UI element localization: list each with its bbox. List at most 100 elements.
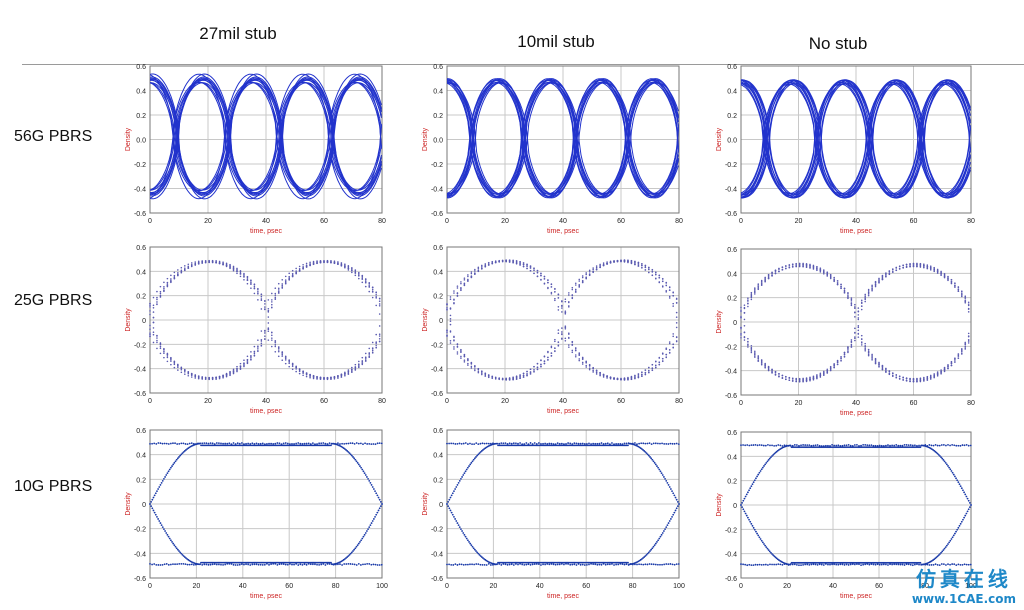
eye-sample: [515, 261, 518, 264]
y-axis-label: Density: [422, 127, 429, 151]
eye-sample: [322, 442, 325, 444]
eye-sample: [967, 340, 970, 342]
eye-sample: [298, 370, 301, 372]
eye-sample: [893, 444, 896, 447]
eye-sample: [947, 367, 949, 369]
eye-sample: [836, 363, 839, 366]
eye-sample: [544, 563, 547, 566]
eye-sample: [363, 533, 366, 536]
eye-sample: [349, 442, 352, 445]
eye-sample: [554, 297, 556, 300]
eye-sample: [446, 308, 448, 310]
x-tick-label: 80: [921, 583, 929, 590]
eye-sample: [471, 443, 473, 446]
eye-sample: [905, 379, 908, 382]
eye-sample: [943, 460, 946, 463]
eye-sample: [473, 457, 476, 460]
eye-sample: [470, 272, 473, 275]
eye-sample: [940, 444, 943, 446]
eye-sample: [351, 366, 353, 369]
eye-sample: [954, 361, 956, 363]
eye-sample: [907, 444, 910, 447]
eye-sample: [156, 339, 158, 342]
eye-sample: [184, 563, 187, 566]
eye-sample: [166, 285, 169, 288]
eye-sample: [198, 442, 201, 445]
eye-sample: [158, 520, 161, 522]
eye-sample: [571, 340, 574, 343]
eye-sample: [895, 444, 898, 446]
eye-sample: [638, 563, 640, 566]
eye-sample: [276, 564, 279, 566]
eye-sample: [261, 563, 264, 566]
eye-sample: [468, 541, 470, 543]
eye-sample: [804, 444, 807, 446]
eye-sample: [667, 563, 670, 566]
eye-sample: [347, 269, 350, 271]
eye-sample: [182, 563, 185, 565]
eye-sample: [754, 293, 756, 295]
eye-sample: [370, 484, 373, 486]
eye-sample: [550, 355, 553, 357]
eye-sample: [936, 269, 939, 272]
eye-sample: [152, 341, 155, 344]
eye-sample: [449, 342, 452, 344]
eye-sample: [771, 553, 773, 555]
eye-sample: [585, 272, 587, 274]
eye-sample: [856, 443, 858, 446]
eye-sample: [663, 530, 665, 532]
eye-sample: [348, 553, 351, 556]
y-tick-label: -0.2: [725, 344, 737, 351]
eye-sample: [965, 443, 968, 446]
eye-trace: [149, 79, 382, 193]
eye-sample: [160, 481, 163, 484]
eye-sample: [564, 337, 567, 340]
eye-sample: [767, 459, 770, 461]
eye-trace: [446, 82, 679, 195]
eye-sample: [533, 365, 535, 368]
eye-sample: [243, 563, 245, 566]
eye-sample: [232, 269, 235, 272]
eye-sample: [173, 366, 176, 369]
eye-sample: [557, 296, 560, 299]
eye-sample: [952, 473, 955, 476]
eye-sample: [371, 288, 374, 291]
eye-sample: [923, 378, 925, 381]
eye-sample: [462, 442, 465, 445]
eye-sample: [954, 285, 956, 288]
eye-sample: [893, 563, 896, 566]
eye-sample: [267, 311, 270, 313]
eye-sample: [623, 259, 626, 261]
eye-sample: [375, 341, 377, 343]
eye-sample: [561, 307, 563, 309]
eye-sample: [463, 355, 466, 357]
eye-sample: [814, 444, 817, 447]
eye-sample: [371, 286, 374, 289]
eye-sample: [816, 563, 819, 566]
eye-sample: [970, 504, 972, 506]
eye-sample: [658, 363, 661, 366]
eye-sample: [372, 518, 375, 520]
eye-sample: [623, 377, 626, 379]
x-tick-label: 80: [378, 218, 386, 225]
eye-sample: [672, 347, 674, 349]
eye-sample: [358, 360, 360, 363]
eye-sample: [668, 341, 671, 343]
eye-sample: [284, 280, 287, 283]
eye-sample: [181, 452, 184, 455]
eye-sample: [964, 345, 967, 348]
eye-sample: [885, 563, 887, 566]
eye-sample: [257, 346, 259, 348]
eye-sample: [207, 563, 210, 566]
plot-frame: [740, 65, 972, 214]
eye-sample: [224, 442, 227, 445]
eye-sample: [860, 444, 862, 447]
eye-sample: [583, 564, 586, 566]
eye-sample: [781, 563, 784, 566]
eye-sample: [672, 492, 675, 495]
y-axis-label: Density: [422, 492, 429, 516]
eye-sample: [934, 563, 937, 566]
eye-sample: [249, 564, 252, 566]
eye-sample: [166, 355, 169, 357]
eye-sample: [453, 299, 455, 301]
